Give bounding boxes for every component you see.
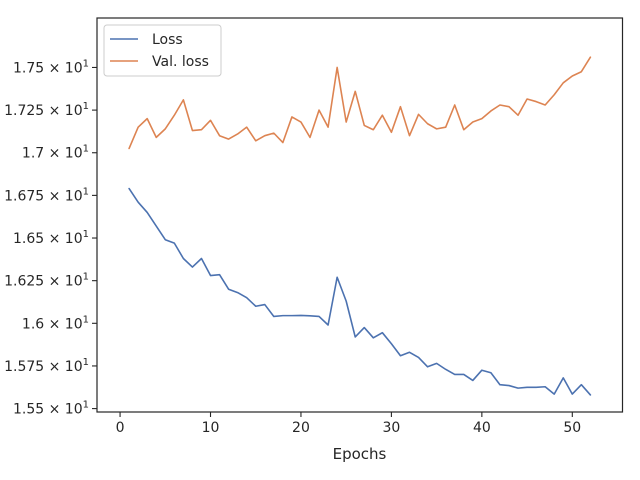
x-tick-label: 20	[292, 420, 310, 436]
legend-box	[103, 24, 222, 77]
y-tick-label: 1.55 × 101	[13, 400, 89, 418]
legend-label-loss: Loss	[152, 32, 183, 48]
y-tick-label: 1.6 × 101	[22, 314, 89, 332]
x-tick-label: 30	[382, 420, 400, 436]
y-tick-label: 1.7 × 101	[22, 144, 89, 162]
y-tick-label: 1.575 × 101	[4, 357, 89, 375]
x-tick-label: 50	[563, 420, 581, 436]
x-axis-label: Epochs	[333, 445, 387, 463]
legend-label-val-loss: Val. loss	[152, 54, 209, 70]
series-lines	[128, 56, 592, 396]
y-tick-label: 1.675 × 101	[4, 186, 89, 204]
legend: Loss Val. loss	[103, 24, 222, 77]
y-tick-label: 1.625 × 101	[4, 272, 89, 290]
y-tick-label: 1.75 × 101	[13, 58, 89, 76]
series-line-loss	[128, 187, 592, 396]
x-tick-label: 10	[202, 420, 220, 436]
y-axis-ticks: 1.55 × 101 1.575 × 101 1.6 × 101 1.625 × 10…	[4, 58, 97, 418]
x-tick-label: 40	[473, 420, 491, 436]
plot-area-frame	[96, 17, 624, 413]
series-line-val-loss	[128, 56, 592, 150]
y-tick-label: 1.725 × 101	[4, 101, 89, 119]
y-tick-label: 1.65 × 101	[13, 229, 89, 247]
x-tick-label: 0	[116, 420, 125, 436]
x-axis-ticks: 0 10 20 30 40 50	[116, 412, 581, 436]
